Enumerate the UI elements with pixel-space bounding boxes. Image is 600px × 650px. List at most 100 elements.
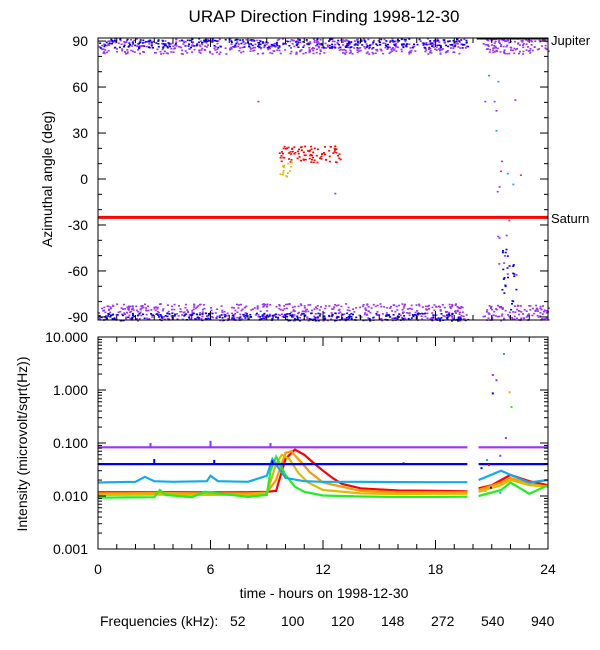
azimuth-point-540 xyxy=(151,314,154,316)
azimuth-point-540 xyxy=(138,42,141,45)
azimuth-point-940 xyxy=(424,305,427,308)
azimuth-point-940 xyxy=(427,53,430,55)
azimuth-point-540 xyxy=(329,38,332,40)
azimuth-point-540 xyxy=(166,46,169,49)
azimuth-point-940 xyxy=(357,47,360,50)
azimuth-point-940 xyxy=(125,52,127,55)
azimuth-point-940 xyxy=(459,311,461,314)
azimuth-point-940 xyxy=(120,307,123,309)
azimuth-point-940 xyxy=(496,315,499,318)
azimuth-point-940 xyxy=(297,305,300,308)
azimuth-point-940 xyxy=(529,48,532,50)
azimuth-y-tick-label: 60 xyxy=(72,79,88,95)
azimuth-point-940 xyxy=(529,305,532,307)
azimuth-point-940 xyxy=(353,40,356,42)
azimuth-point-940 xyxy=(538,48,541,50)
azimuth-point-940 xyxy=(410,49,413,52)
azimuth-point-940 xyxy=(203,307,206,310)
jupiter-label: Jupiter xyxy=(551,33,591,48)
azimuth-point-940 xyxy=(488,305,491,307)
azimuth-point-940 xyxy=(367,317,370,319)
intensity-series-272 xyxy=(97,456,468,484)
azimuth-point-940 xyxy=(173,47,176,50)
azimuth-point-940 xyxy=(374,52,377,54)
azimuth-point-940 xyxy=(391,317,394,320)
azimuth-point-940 xyxy=(264,303,267,306)
azimuth-point-940 xyxy=(237,45,240,48)
azimuth-point-940 xyxy=(123,42,126,44)
azimuth-point-940 xyxy=(184,303,187,306)
azimuth-point-940 xyxy=(193,48,196,51)
azimuth-point-940 xyxy=(131,305,134,307)
azimuth-point-940 xyxy=(510,49,512,51)
azimuth-point-940 xyxy=(400,48,403,51)
azimuth-point-940 xyxy=(293,305,296,308)
azimuth-point-540 xyxy=(299,319,302,322)
azimuth-point-940 xyxy=(379,318,382,320)
azimuth-point-940 xyxy=(142,306,145,309)
azimuth-point-540 xyxy=(360,40,363,42)
azimuth-point-272 xyxy=(506,172,509,175)
azimuth-point-540 xyxy=(287,319,290,322)
azimuth-point-940 xyxy=(312,318,315,320)
azimuth-point-940 xyxy=(236,311,239,313)
azimuth-point-940 xyxy=(368,53,371,55)
azimuth-point-940 xyxy=(445,311,448,313)
azimuth-point-940 xyxy=(306,317,309,320)
azimuth-point-940 xyxy=(501,308,504,310)
azimuth-point-540 xyxy=(261,315,264,317)
azimuth-point-940 xyxy=(154,309,157,312)
azimuth-point-540 xyxy=(451,320,453,322)
azimuth-point-940 xyxy=(540,308,543,311)
azimuth-point-540 xyxy=(111,318,114,320)
azimuth-point-940 xyxy=(528,305,531,307)
azimuth-point-540 xyxy=(110,314,112,317)
azimuth-point-940 xyxy=(250,48,252,50)
azimuth-point-540 xyxy=(157,43,160,45)
azimuth-point-940 xyxy=(518,313,521,316)
azimuth-point-940 xyxy=(333,40,336,43)
azimuth-point-540 xyxy=(356,40,359,43)
azimuth-point-940 xyxy=(243,306,246,309)
azimuth-point-940 xyxy=(355,307,358,309)
azimuth-point-940 xyxy=(102,48,105,50)
azimuth-point-540 xyxy=(164,315,167,317)
azimuth-point-540 xyxy=(198,313,201,316)
azimuth-point-540 xyxy=(391,39,394,42)
azimuth-point-540 xyxy=(298,38,301,41)
azimuth-point-940 xyxy=(145,313,148,316)
azimuth-point-940 xyxy=(508,52,511,55)
azimuth-point-940 xyxy=(407,312,410,315)
azimuth-point-940 xyxy=(490,307,492,309)
azimuth-point-940 xyxy=(495,46,498,49)
azimuth-point-940 xyxy=(525,49,528,51)
azimuth-point-940 xyxy=(432,317,435,319)
azimuth-point-540 xyxy=(432,316,435,318)
azimuth-point-940 xyxy=(259,310,262,313)
azimuth-point-540 xyxy=(156,313,158,315)
azimuth-point-540 xyxy=(249,316,252,318)
azimuth-point-940 xyxy=(153,307,156,310)
azimuth-point-940 xyxy=(266,42,269,44)
azimuth-point-940 xyxy=(280,313,283,315)
azimuth-point-52 xyxy=(308,150,311,153)
azimuth-point-940 xyxy=(250,309,253,311)
azimuth-point-940 xyxy=(451,317,454,320)
azimuth-point-540 xyxy=(421,313,424,315)
azimuth-point-540 xyxy=(143,317,146,320)
azimuth-point-940 xyxy=(520,40,523,42)
azimuth-point-940 xyxy=(256,39,259,42)
azimuth-point-52 xyxy=(297,152,300,155)
azimuth-point-540 xyxy=(331,45,334,48)
azimuth-point-940 xyxy=(498,186,501,188)
azimuth-point-940 xyxy=(490,306,493,308)
azimuth-point-540 xyxy=(131,312,134,315)
azimuth-point-540 xyxy=(436,39,439,42)
azimuth-point-940 xyxy=(180,310,183,313)
azimuth-point-540 xyxy=(513,273,516,275)
azimuth-point-940 xyxy=(427,304,430,307)
azimuth-point-540 xyxy=(339,46,342,49)
azimuth-point-940 xyxy=(309,50,311,52)
azimuth-point-540 xyxy=(447,40,450,43)
azimuth-point-540 xyxy=(439,320,442,322)
